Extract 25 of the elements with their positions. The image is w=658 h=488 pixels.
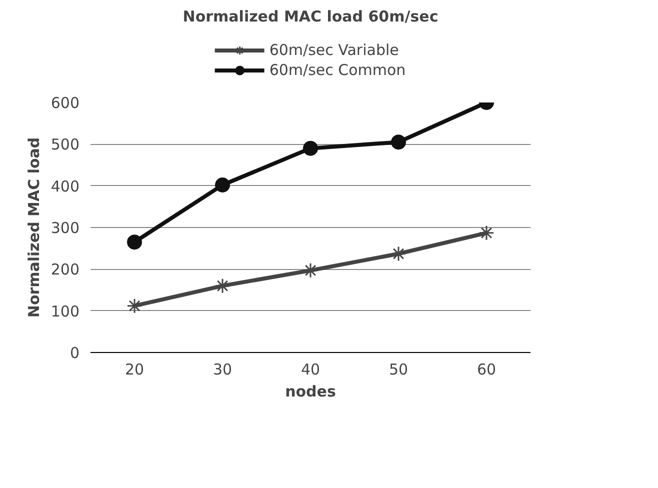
y-tick-label: 0 [70,344,80,362]
chart-title: Normalized MAC load 60m/sec [182,8,438,26]
y-tick-label: 100 [50,302,80,320]
point [302,262,318,278]
point [126,298,142,314]
point [215,178,230,192]
y-tick-label: 400 [50,177,80,196]
y-tick-label: 300 [50,219,80,237]
point [391,134,406,150]
x-tick-label: 40 [300,360,320,378]
x-tick-label: 50 [388,360,408,378]
point [127,234,142,250]
y-tick-label: 600 [50,94,80,112]
legend-label: 60m/sec Variable [269,41,399,59]
legend-label: 60m/sec Common [269,61,406,79]
point [478,225,494,241]
point [214,278,230,294]
y-tick-label: 500 [50,136,80,154]
x-axis-title: nodes [285,382,336,400]
x-tick-label: 20 [124,360,144,378]
x-tick-label: 30 [212,360,232,378]
x-tick-label: 60 [476,360,496,378]
y-tick-label: 200 [50,260,80,279]
y-axis-title: Normalized MAC load [24,137,43,318]
point [303,140,318,156]
